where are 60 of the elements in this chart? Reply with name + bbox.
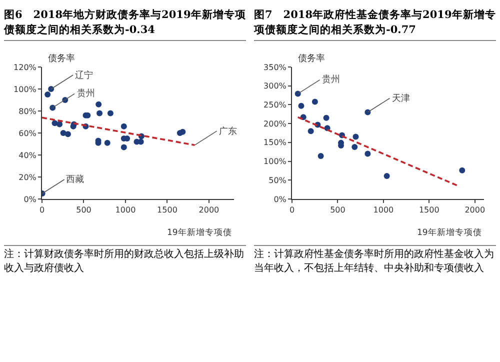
x-axis-title: 19年新增专项债 (167, 227, 232, 238)
y-tick-label: 60% (18, 128, 37, 138)
point (56, 121, 63, 128)
y-tick-label: 100% (264, 157, 287, 166)
x-tick-label: 1000 (373, 206, 394, 215)
y-tick-label: 80% (18, 106, 37, 116)
annotation: 西藏 (66, 174, 84, 185)
chart-title: 图7 2018年政府性基金债务率与2019年新增专项债额度之间的相关系数为-0.77 (254, 8, 496, 41)
point (352, 144, 358, 150)
x-tick-label: 1500 (418, 206, 440, 215)
y-tick-label: 150% (264, 138, 287, 148)
y-tick-label: 100% (14, 84, 37, 94)
x-tick-label: 1500 (157, 206, 178, 215)
y-tick-label: 50% (268, 176, 287, 185)
y-tick-label: 120% (14, 62, 37, 72)
y-tick-label: 200% (264, 119, 287, 128)
x-tick-label: 500 (76, 206, 92, 215)
x-tick-label: 500 (330, 206, 346, 215)
y-tick-label: 20% (18, 172, 37, 182)
x-tick-label: 2000 (464, 206, 486, 215)
point (44, 92, 51, 98)
y-axis-title: 债务率 (298, 53, 325, 64)
text: 注：计算政府性基金债务率时所用的政府性基金收入为当年收入，不包括上年结转、中央补助和专项债收入 (254, 245, 496, 276)
x-tick-label: 0 (39, 206, 45, 215)
y-tick-label: 350% (264, 62, 287, 72)
point (323, 114, 330, 121)
x-axis-title: 19年新增专项债 (417, 227, 482, 238)
point (298, 102, 304, 109)
point (312, 98, 318, 105)
y-tick-label: 300% (264, 82, 287, 91)
annotation: 天津 (392, 93, 410, 104)
text: 注：计算财政债务率时所用的财政总收入包括上级补助收入与政府债收入 (4, 245, 246, 276)
y-tick-label: 0% (274, 194, 287, 204)
x-tick-label: 1000 (115, 206, 136, 215)
chart-title: 图6 2018年地方财政债务率与2019年新增专项债额度之间的相关系数为-0.34 (4, 8, 246, 41)
point (308, 128, 314, 134)
point (48, 86, 54, 92)
x-tick-label: 2000 (198, 206, 220, 215)
point (64, 131, 71, 138)
annotation: 辽宁 (75, 70, 93, 81)
point (364, 150, 371, 157)
point (120, 144, 127, 150)
y-axis-title: 债务率 (48, 53, 75, 64)
point (104, 140, 110, 146)
y-tick-label: 0% (24, 194, 37, 204)
point (352, 134, 359, 140)
point (96, 110, 103, 116)
y-tick-label: 250% (264, 100, 287, 110)
point (96, 101, 102, 108)
point (384, 172, 390, 179)
annotation: 贵州 (322, 74, 340, 85)
y-tick-label: 40% (18, 150, 37, 160)
point (318, 153, 324, 160)
point (180, 128, 186, 135)
point (107, 110, 114, 116)
x-tick-label: 0 (289, 206, 295, 215)
annotation: 贵州 (77, 88, 95, 99)
point (459, 167, 466, 174)
point (120, 123, 127, 130)
annotation: 广东 (219, 126, 237, 137)
